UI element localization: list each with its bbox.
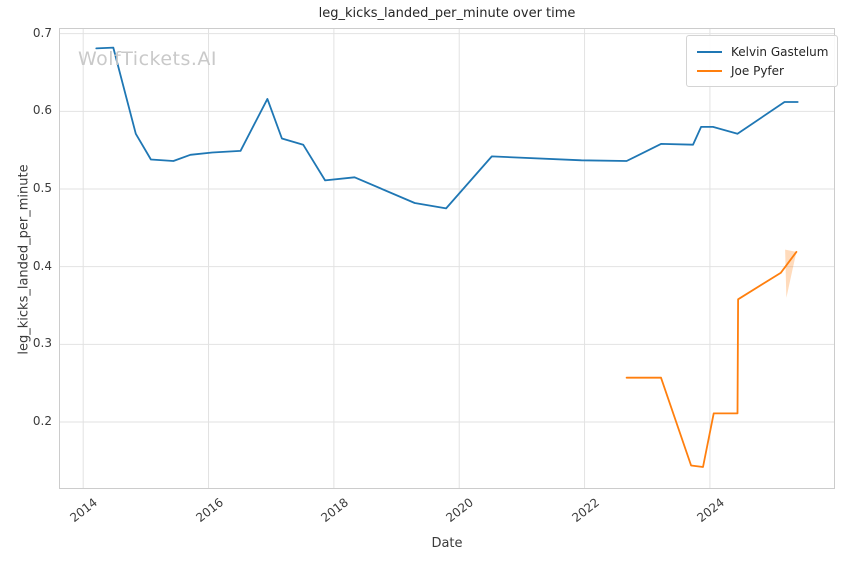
chart-title: leg_kicks_landed_per_minute over time [318, 6, 576, 21]
plot-canvas [60, 29, 834, 488]
series-line-joe-pyfer [625, 250, 798, 468]
y-tick-label: 0.4 [32, 258, 52, 273]
y-tick-label: 0.2 [32, 413, 52, 428]
y-tick-label: 0.5 [32, 180, 52, 195]
legend: Kelvin Gastelum Joe Pyfer [686, 35, 839, 87]
legend-swatch-joe-pyfer [697, 69, 722, 72]
confidence-band-joe-pyfer [785, 249, 797, 298]
series-line-kelvin-gastelum [95, 46, 799, 210]
x-axis-label: Date [431, 536, 463, 551]
y-tick-label: 0.7 [32, 25, 52, 40]
plot-area [59, 28, 835, 489]
legend-item-joe-pyfer: Joe Pyfer [697, 61, 828, 80]
legend-label: Kelvin Gastelum [731, 44, 829, 59]
legend-item-kelvin-gastelum: Kelvin Gastelum [697, 42, 828, 61]
y-tick-label: 0.6 [32, 103, 52, 118]
y-axis-label: leg_kicks_landed_per_minute [16, 164, 32, 355]
legend-label: Joe Pyfer [731, 63, 784, 78]
y-tick-label: 0.3 [32, 336, 52, 351]
legend-swatch-kelvin-gastelum [697, 50, 722, 53]
watermark: WolfTickets.AI [78, 48, 218, 70]
